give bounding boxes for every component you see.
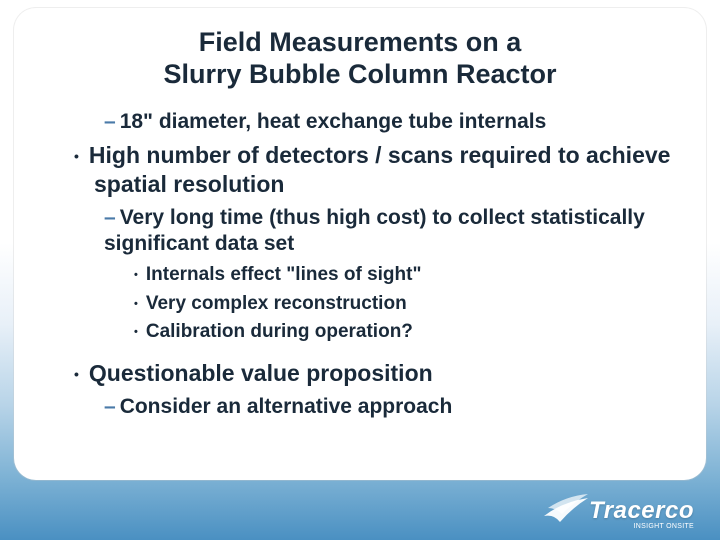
text-longtime: Very long time (thus high cost) to colle… <box>104 206 645 255</box>
title-line-1: Field Measurements on a <box>199 27 522 57</box>
dash-icon: – <box>104 110 116 133</box>
logo-name: Tracerco <box>589 497 694 525</box>
sub-bullet-reconstruction: • Very complex reconstruction <box>134 292 676 317</box>
bullet-icon: • <box>134 326 138 338</box>
sub-bullet-calibration: • Calibration during operation? <box>134 320 676 345</box>
slide-content: Field Measurements on a Slurry Bubble Co… <box>14 8 706 480</box>
dash-item-alternative: –Consider an alternative approach <box>104 394 676 420</box>
text-reconstruction: Very complex reconstruction <box>146 293 407 314</box>
text-diameter: 18" diameter, heat exchange tube interna… <box>120 110 547 133</box>
brand-logo: Tracerco INSIGHT ONSITE <box>589 497 694 530</box>
text-detectors: High number of detectors / scans require… <box>89 142 671 197</box>
bullet-icon: • <box>74 148 79 164</box>
text-internals: Internals effect "lines of sight" <box>146 264 422 285</box>
swoosh-icon <box>542 494 590 524</box>
sub-bullet-internals: • Internals effect "lines of sight" <box>134 263 676 288</box>
bullet-detectors: • High number of detectors / scans requir… <box>74 141 676 199</box>
dash-item-diameter: –18" diameter, heat exchange tube intern… <box>104 109 676 135</box>
bullet-icon: • <box>74 366 79 382</box>
text-alternative: Consider an alternative approach <box>120 395 453 418</box>
dash-icon: – <box>104 206 116 229</box>
text-calibration: Calibration during operation? <box>146 321 413 342</box>
title-line-2: Slurry Bubble Column Reactor <box>163 59 556 89</box>
bullet-icon: • <box>134 269 138 281</box>
text-questionable: Questionable value proposition <box>89 360 433 386</box>
dash-icon: – <box>104 395 116 418</box>
slide-title: Field Measurements on a Slurry Bubble Co… <box>44 26 676 91</box>
bullet-questionable: • Questionable value proposition <box>74 359 676 388</box>
slide-footer: Tracerco INSIGHT ONSITE <box>0 482 720 540</box>
dash-item-longtime: –Very long time (thus high cost) to coll… <box>104 205 676 258</box>
bullet-icon: • <box>134 298 138 310</box>
